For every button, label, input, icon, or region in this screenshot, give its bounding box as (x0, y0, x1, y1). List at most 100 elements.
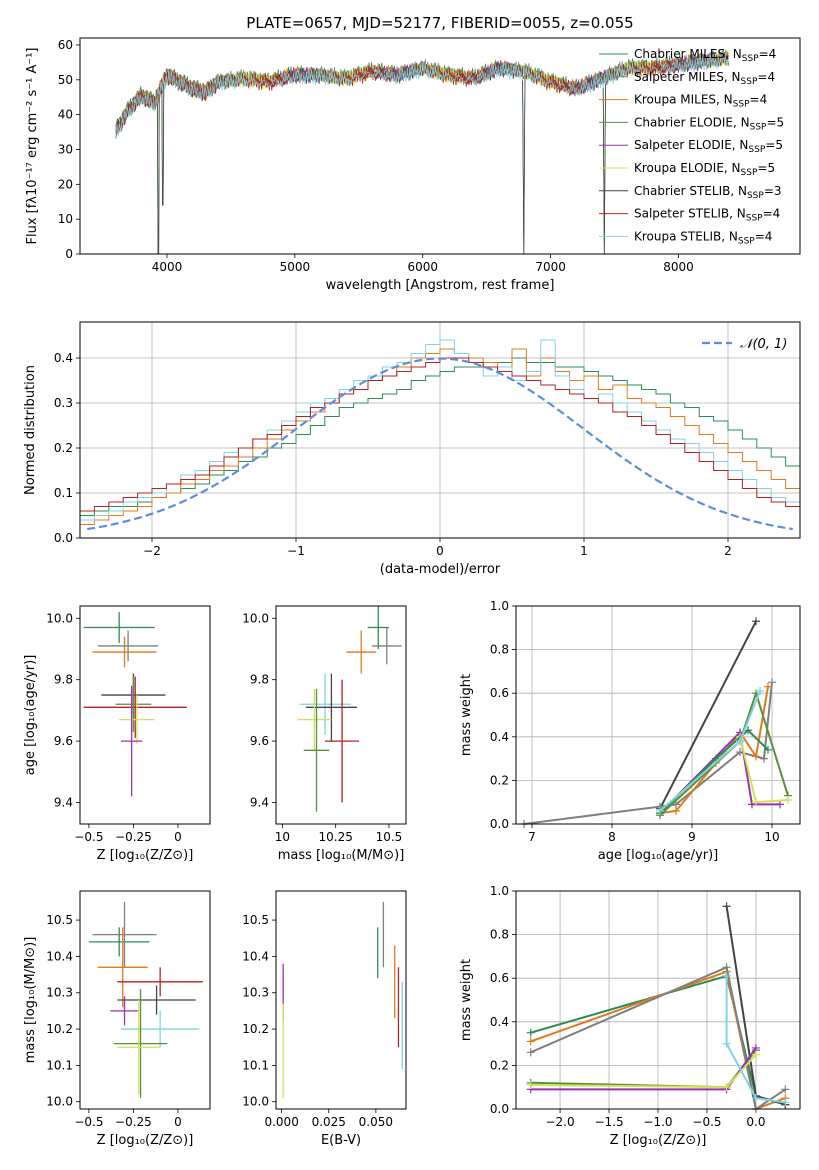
x-tick-label: 4000 (152, 260, 183, 274)
y-tick-label: 0 (65, 247, 73, 261)
weight-marker (672, 806, 680, 815)
x-tick-label: 2 (724, 544, 732, 558)
x-tick-label: −0.5 (74, 1115, 103, 1129)
x-tick-label: −0.25 (115, 1115, 152, 1129)
weight-marker (736, 737, 744, 746)
legend-count: =3 (764, 184, 782, 198)
x-tick-label: 8 (608, 830, 616, 844)
legend-count: =5 (757, 161, 775, 175)
y-tick-label: 0.6 (490, 971, 509, 985)
x-tick-label: 8000 (663, 260, 694, 274)
x-tick-label: 10 (764, 830, 779, 844)
legend-count: =4 (759, 47, 777, 61)
weight-marker (752, 752, 760, 761)
y-tick-label: 0.2 (490, 1058, 509, 1072)
x-tick-label: 0 (174, 830, 182, 844)
y-tick-label: 10.2 (46, 1022, 73, 1036)
x-tick-label: 0 (174, 1115, 182, 1129)
y-tick-label: 1.0 (490, 599, 509, 613)
weight-marker (722, 902, 731, 911)
weight-line-6 (530, 1053, 757, 1089)
weight-marker (752, 617, 760, 626)
x-tick-label: 0.0 (746, 1115, 765, 1129)
legend-label: Chabrier STELIB, NSSP=3 (634, 184, 782, 201)
legend-count: =5 (766, 115, 784, 129)
weight-marker (722, 1083, 731, 1092)
y-tick-label: 10.1 (46, 1058, 73, 1072)
y-tick-label: 10.3 (242, 986, 269, 1000)
x-tick-label: 5000 (280, 260, 311, 274)
x-tick-label: −1.0 (643, 1115, 672, 1129)
legend-label: Salpeter STELIB, NSSP=4 (634, 207, 780, 224)
axes-frame (79, 890, 211, 1110)
legend-sub: SSP (748, 145, 765, 155)
x-tick-label: 7 (528, 830, 536, 844)
legend-sub: SSP (741, 77, 758, 87)
legend-label: Salpeter ELODIE, NSSP=5 (634, 138, 783, 155)
y-tick-label: 9.8 (250, 673, 269, 687)
x-axis-label: age [log₁₀(age/yr)] (598, 848, 719, 863)
weight-marker (768, 678, 776, 687)
y-tick-label: 0.4 (54, 351, 73, 365)
legend: Chabrier MILES, NSSP=4 Salpeter MILES, NS… (599, 47, 784, 246)
legend-sub: SSP (747, 191, 764, 201)
panel-age-vs-Z: −0.5 −0.25 0 9.4 9.6 9.8 10.0 Z [log₁₀(Z/Z⊙)] ag… (23, 605, 211, 863)
x-tick-label: −0.5 (692, 1115, 721, 1129)
weight-marker (764, 682, 772, 691)
y-tick-label: 9.4 (54, 796, 73, 810)
weight-marker (784, 796, 792, 805)
y-tick-label: 10.5 (242, 913, 269, 927)
legend-label: Salpeter MILES, NSSP=4 (634, 70, 775, 87)
y-axis-label: mass weight (459, 959, 474, 1041)
y-tick-label: 0.1 (54, 486, 73, 500)
y-tick-label: 10.3 (46, 986, 73, 1000)
y-tick-label: 20 (58, 177, 73, 191)
x-tick-label: 0.000 (264, 1115, 298, 1129)
legend-count: =4 (750, 93, 768, 107)
x-tick-label: 6000 (407, 260, 438, 274)
x-tick-label: 10 (275, 830, 290, 844)
histogram-series-2 (79, 339, 800, 538)
y-axis-label: mass weight (459, 674, 474, 756)
y-tick-label: 0.8 (490, 928, 509, 942)
axes-frame (79, 605, 211, 825)
y-tick-label: 0.0 (490, 1102, 509, 1116)
weight-marker (781, 1085, 790, 1094)
histogram-series-3 (79, 357, 800, 538)
axes-frame (515, 890, 801, 1110)
weight-marker (526, 1037, 535, 1046)
legend-label: Chabrier MILES, NSSP=4 (634, 47, 776, 64)
y-tick-label: 10.5 (46, 913, 73, 927)
weight-marker (752, 798, 760, 807)
legend-count: =4 (755, 229, 773, 243)
y-tick-label: 9.4 (250, 796, 269, 810)
weight-marker (526, 1048, 535, 1057)
weight-marker (526, 1028, 535, 1037)
y-tick-label: 10.0 (242, 611, 269, 625)
weight-line-1 (523, 682, 773, 825)
y-tick-label: 10.0 (242, 1095, 269, 1109)
y-axis-label: mass [log₁₀(M/M⊙)] (23, 937, 38, 1064)
y-tick-label: 10.0 (46, 611, 73, 625)
y-tick-label: 10.0 (46, 1095, 73, 1109)
x-tick-label: −1.5 (594, 1115, 623, 1129)
legend-count: =4 (763, 207, 781, 221)
weight-marker (751, 1094, 760, 1103)
weight-marker (722, 963, 731, 972)
y-tick-label: 60 (58, 38, 73, 52)
legend-label: 𝒩(0, 1) (740, 337, 787, 352)
legend-sub: SSP (741, 168, 758, 178)
x-tick-label: −1 (287, 544, 305, 558)
legend-sub: SSP (733, 100, 750, 110)
weight-marker (776, 800, 784, 809)
x-tick-label: −0.25 (115, 830, 152, 844)
x-axis-label: Z [log₁₀(Z/Z⊙)] (610, 1133, 707, 1148)
legend-label: Kroupa ELODIE, NSSP=5 (634, 161, 775, 178)
y-tick-label: 0.2 (490, 773, 509, 787)
x-axis-label: Z [log₁₀(Z/Z⊙)] (97, 1133, 194, 1148)
weight-line-3 (659, 689, 789, 817)
x-axis-label: wavelength [Angstrom, rest frame] (326, 278, 555, 293)
axes-frame (515, 605, 801, 825)
legend-sub: SSP (750, 122, 767, 132)
